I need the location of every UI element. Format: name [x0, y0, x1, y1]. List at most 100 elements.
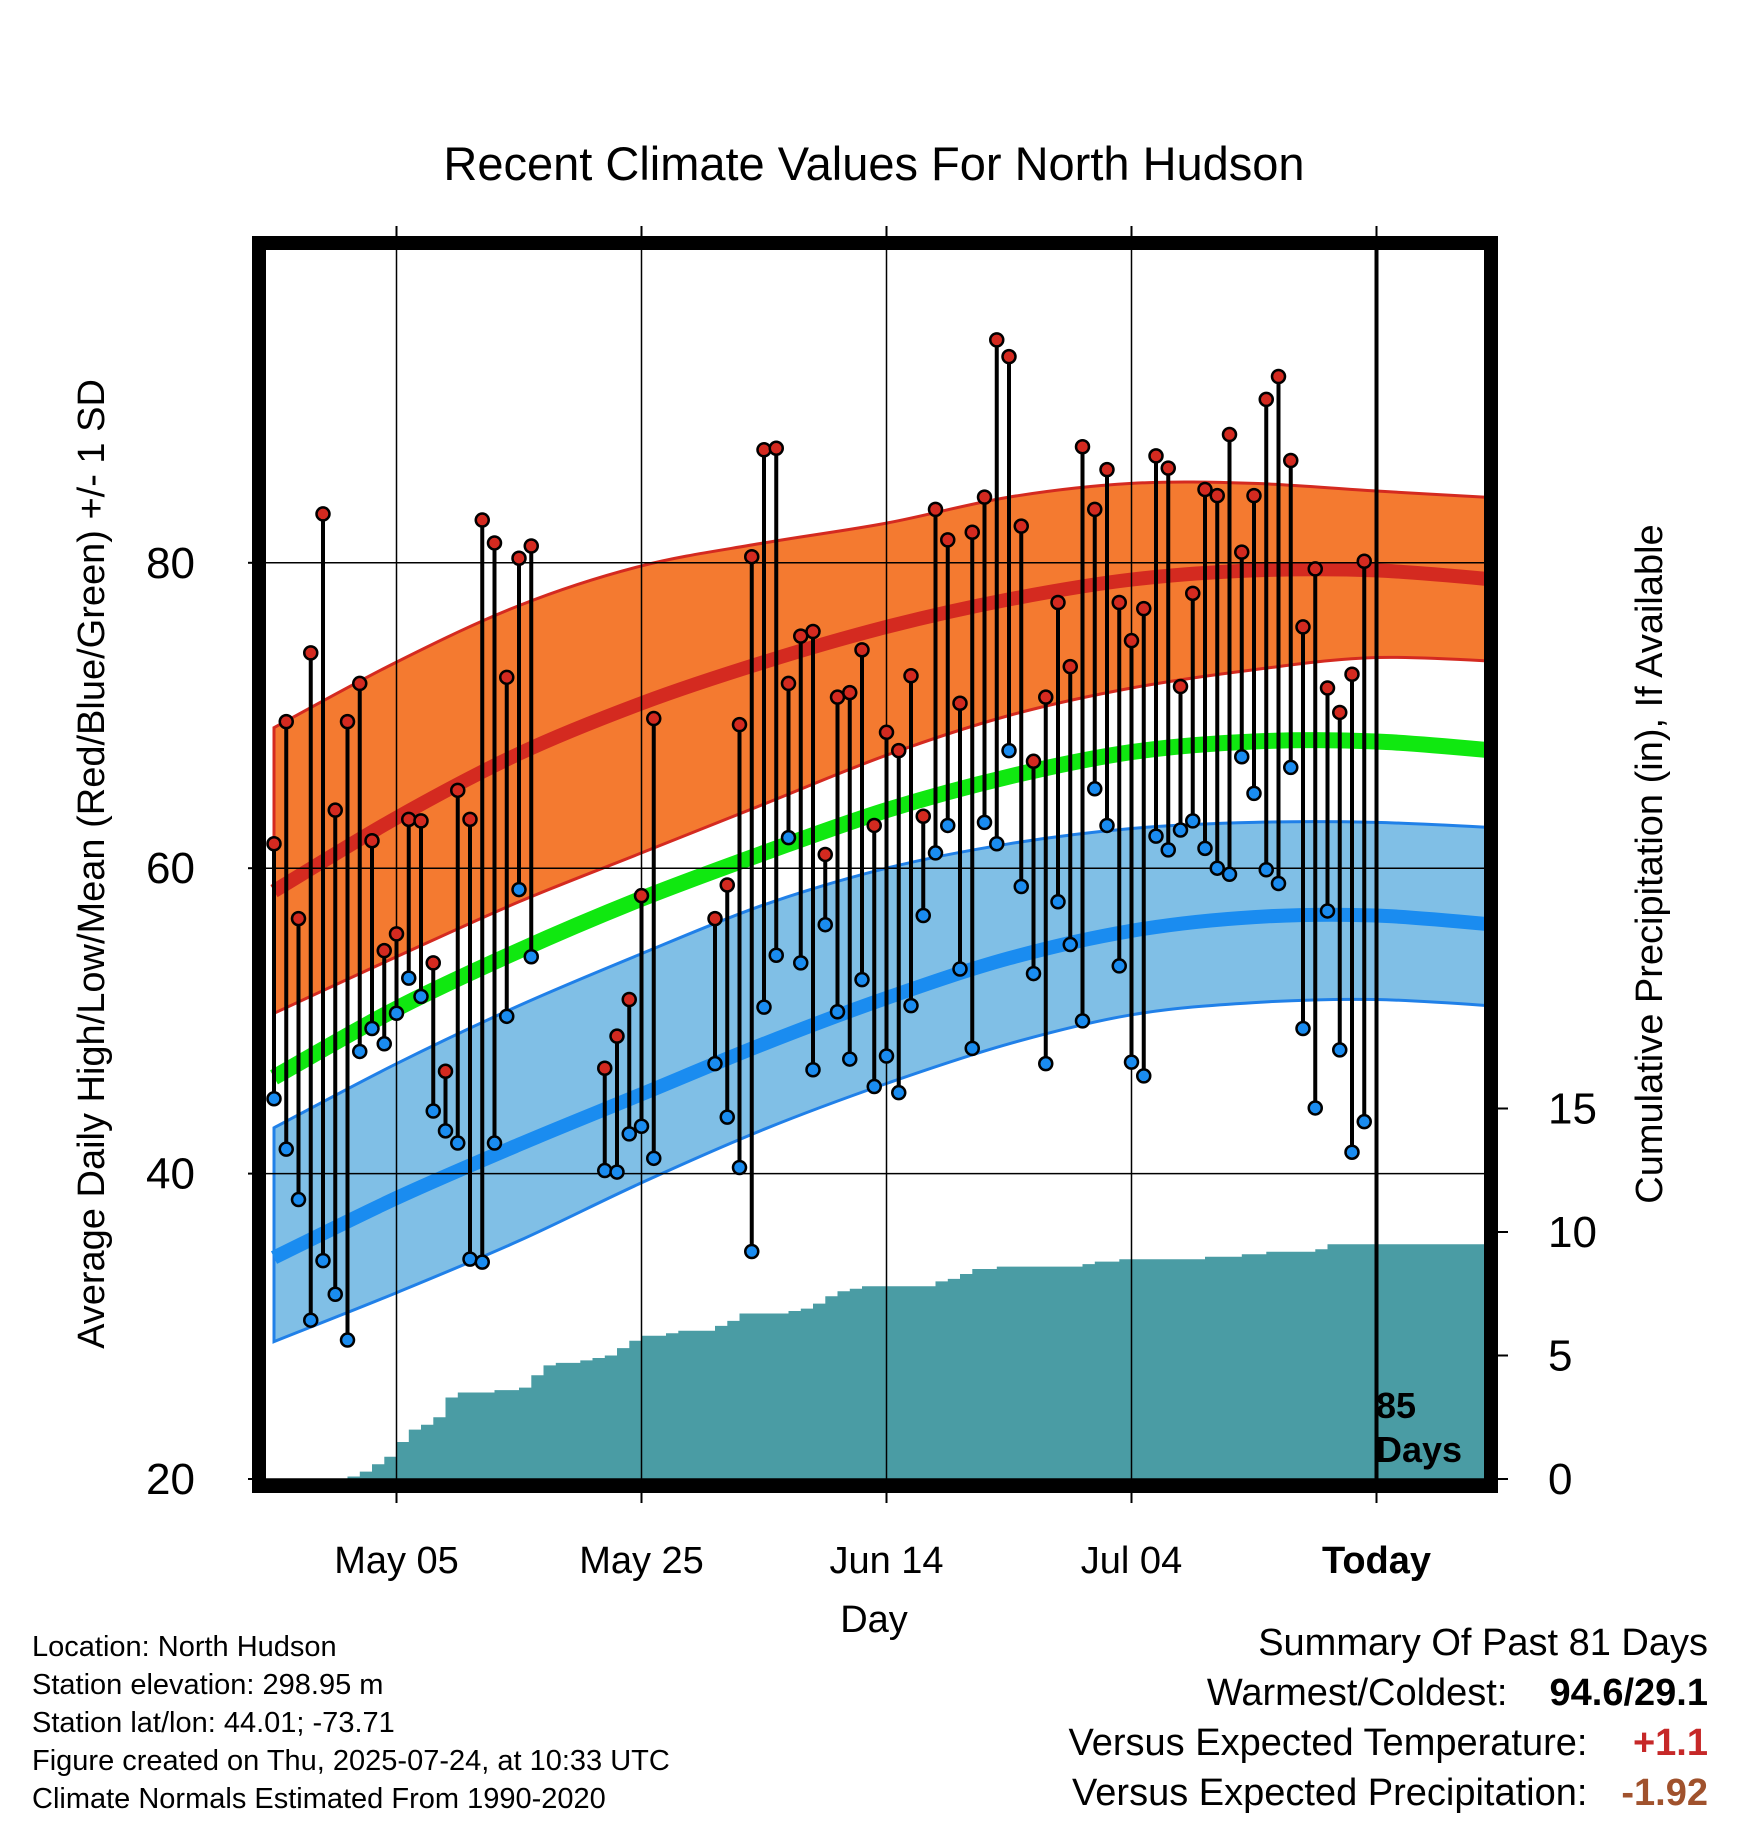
high-point	[1319, 680, 1336, 696]
high-point	[964, 524, 980, 541]
low-point	[964, 1040, 980, 1057]
high-point	[450, 782, 466, 799]
low-point	[486, 1135, 503, 1151]
high-point	[1209, 487, 1225, 504]
low-point	[989, 836, 1005, 852]
high-point	[1001, 348, 1017, 365]
low-point	[1295, 1020, 1311, 1037]
low-point	[1111, 958, 1127, 974]
low-point	[744, 1243, 760, 1260]
low-point	[1099, 817, 1115, 834]
high-point	[817, 846, 833, 863]
high-point	[1025, 753, 1042, 770]
low-point	[376, 1036, 392, 1052]
high-point	[315, 506, 331, 522]
high-point	[1246, 487, 1262, 504]
high-point	[425, 955, 441, 971]
high-point	[646, 710, 662, 727]
low-point	[756, 999, 772, 1015]
low-point	[1074, 1013, 1091, 1029]
low-point	[817, 916, 833, 933]
low-point	[976, 814, 993, 831]
warm-cold-label: Warmest/Coldest:	[1206, 1672, 1508, 1714]
low-point	[768, 947, 784, 963]
high-point	[1111, 594, 1127, 611]
y-tick-label: 80	[146, 539, 195, 588]
footer-latlon: Station lat/lon: 44.01; -73.71	[32, 1707, 395, 1739]
precip-area	[274, 1244, 1484, 1479]
low-point	[1050, 894, 1066, 910]
high-point	[621, 991, 637, 1008]
high-point	[1234, 544, 1250, 560]
high-point	[633, 887, 650, 904]
low-point	[1332, 1042, 1348, 1058]
low-point	[940, 817, 956, 834]
low-point	[303, 1312, 319, 1328]
low-point	[731, 1159, 748, 1176]
high-point	[1062, 658, 1078, 675]
low-point	[511, 881, 527, 898]
low-point	[1001, 742, 1017, 759]
low-point	[1185, 813, 1201, 829]
high-point	[1356, 553, 1372, 570]
low-point	[352, 1043, 368, 1060]
low-point	[437, 1123, 454, 1139]
high-point	[1344, 666, 1360, 683]
footer-created: Figure created on Thu, 2025-07-24, at 10…	[32, 1745, 670, 1777]
low-point	[290, 1191, 307, 1208]
high-point	[1099, 461, 1115, 478]
high-point	[499, 669, 515, 686]
low-point	[1258, 861, 1274, 878]
high-point	[327, 802, 343, 818]
low-point	[1221, 866, 1238, 883]
low-point	[1344, 1144, 1360, 1160]
low-point	[621, 1126, 637, 1142]
low-point	[829, 1003, 846, 1020]
high-point	[731, 716, 748, 733]
low-point	[462, 1251, 478, 1267]
low-point	[1148, 828, 1164, 844]
low-point	[952, 961, 968, 977]
low-point	[891, 1084, 907, 1101]
y2-axis-label: Cumulative Precipitation (in), If Availa…	[1629, 524, 1671, 1203]
low-point	[903, 997, 919, 1014]
low-point	[842, 1051, 858, 1067]
high-point	[511, 550, 527, 566]
low-point	[474, 1254, 490, 1270]
y2-tick-label: 10	[1548, 1208, 1597, 1257]
high-point	[854, 642, 870, 658]
low-point	[1246, 785, 1262, 802]
high-point	[780, 675, 797, 692]
high-point	[1295, 619, 1311, 635]
high-sd-band	[272, 480, 1484, 1016]
low-point	[915, 907, 931, 924]
summary-precipitation: Versus Expected Precipitation: -1.92	[1072, 1772, 1708, 1815]
high-point	[1087, 501, 1103, 518]
footer-location: Location: North Hudson	[32, 1631, 337, 1663]
daily-range-markers	[266, 332, 1372, 1348]
high-point	[915, 808, 931, 825]
high-point	[376, 942, 392, 959]
low-point	[1307, 1100, 1323, 1116]
high-point	[719, 877, 735, 893]
low-point	[1172, 822, 1189, 838]
days-count: 85	[1376, 1385, 1416, 1426]
low-point	[1197, 840, 1213, 857]
low-point	[1123, 1054, 1140, 1070]
low-point	[413, 988, 429, 1005]
low-point	[1087, 781, 1103, 797]
high-point	[1270, 368, 1287, 385]
high-point	[303, 645, 319, 661]
high-point	[1160, 460, 1176, 476]
x-axis-label: Day	[840, 1599, 908, 1641]
low-point	[1160, 842, 1176, 858]
low-point	[315, 1252, 331, 1269]
low-point	[805, 1062, 821, 1078]
summary-title: Summary Of Past 81 Days	[1258, 1622, 1708, 1664]
high-point	[290, 910, 307, 927]
days-label: 85 Days	[1376, 1385, 1462, 1470]
high-point	[1172, 678, 1189, 695]
warm-cold-value: 94.6/29.1	[1549, 1672, 1708, 1714]
high-point	[462, 811, 478, 828]
